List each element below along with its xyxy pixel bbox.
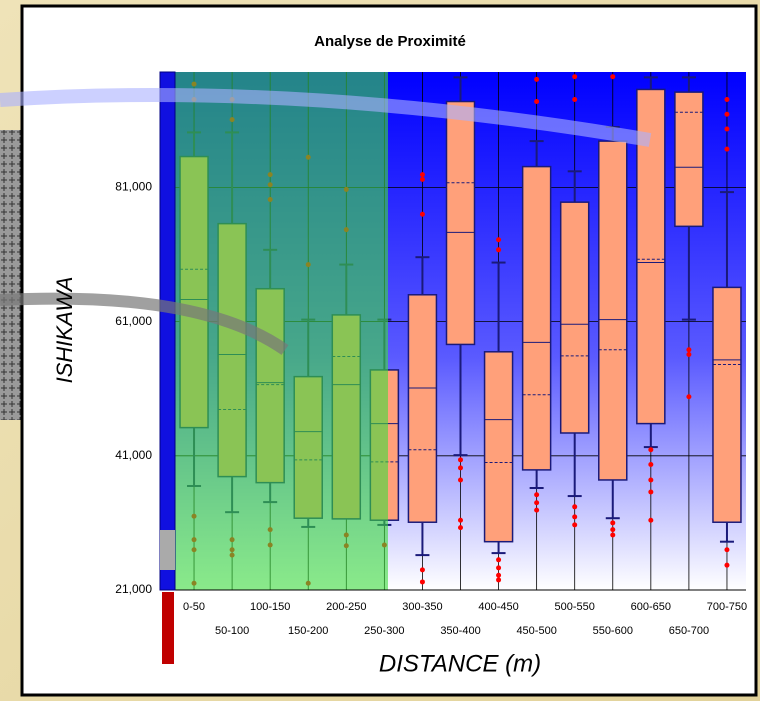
outlier xyxy=(572,74,577,79)
outlier xyxy=(572,504,577,509)
outlier xyxy=(458,477,463,482)
box xyxy=(599,141,627,480)
outlier xyxy=(648,462,653,467)
outlier xyxy=(610,520,615,525)
outlier xyxy=(686,394,691,399)
outlier xyxy=(534,492,539,497)
box xyxy=(408,295,436,522)
box xyxy=(485,352,513,542)
box xyxy=(675,92,703,226)
outlier xyxy=(572,514,577,519)
outlier xyxy=(420,579,425,584)
x-tick-label: 650-700 xyxy=(669,625,709,637)
outlier xyxy=(534,77,539,82)
outlier xyxy=(496,557,501,562)
y-tick-label: 41,000 xyxy=(115,448,152,462)
outlier xyxy=(724,547,729,552)
outlier xyxy=(648,447,653,452)
x-tick-label: 100-150 xyxy=(250,601,290,613)
outlier xyxy=(686,347,691,352)
x-tick-label: 150-200 xyxy=(288,625,328,637)
outlier xyxy=(496,237,501,242)
outlier xyxy=(724,147,729,152)
outlier xyxy=(724,127,729,132)
outlier xyxy=(610,527,615,532)
outlier xyxy=(534,99,539,104)
x-tick-label: 550-600 xyxy=(593,625,633,637)
x-tick-label: 250-300 xyxy=(364,625,404,637)
x-tick-label: 500-550 xyxy=(555,601,595,613)
outlier xyxy=(496,247,501,252)
outlier xyxy=(458,518,463,523)
outlier xyxy=(496,577,501,582)
outlier xyxy=(648,490,653,495)
x-tick-label: 350-400 xyxy=(440,625,480,637)
outlier xyxy=(724,112,729,117)
y-axis-title: ISHIKAWA xyxy=(52,277,77,384)
x-tick-label: 50-100 xyxy=(215,625,249,637)
outlier xyxy=(534,508,539,513)
highlight-zone xyxy=(175,72,388,590)
box xyxy=(561,202,589,433)
outlier xyxy=(724,563,729,568)
outlier xyxy=(648,477,653,482)
page: {"chart_data": {"type": "box", "title": … xyxy=(0,0,760,701)
outlier xyxy=(686,352,691,357)
box xyxy=(713,287,741,522)
outlier xyxy=(724,97,729,102)
chart-title: Analyse de Proximité xyxy=(314,33,466,50)
outlier xyxy=(458,465,463,470)
outlier xyxy=(610,74,615,79)
x-tick-label: 600-650 xyxy=(631,601,671,613)
outlier xyxy=(458,457,463,462)
scroll-thumb xyxy=(160,530,175,570)
y-tick-label: 81,000 xyxy=(115,180,152,194)
outlier xyxy=(648,518,653,523)
x-axis-title: DISTANCE (m) xyxy=(379,650,541,677)
outlier xyxy=(496,565,501,570)
red-indicator xyxy=(162,592,174,664)
x-tick-label: 450-500 xyxy=(516,625,556,637)
outlier xyxy=(572,522,577,527)
chart: Analyse de Proximité DISTANCE (m) ISHIKA… xyxy=(0,0,760,701)
outlier xyxy=(420,172,425,177)
x-tick-label: 0-50 xyxy=(183,601,205,613)
x-tick-label: 700-750 xyxy=(707,601,747,613)
outlier xyxy=(420,212,425,217)
scroll-bar xyxy=(160,72,175,590)
y-tick-label: 61,000 xyxy=(115,314,152,328)
outlier xyxy=(534,500,539,505)
x-tick-label: 400-450 xyxy=(478,601,518,613)
outlier xyxy=(496,573,501,578)
outlier xyxy=(572,97,577,102)
texture xyxy=(0,130,24,420)
outlier xyxy=(458,525,463,530)
y-tick-label: 21,000 xyxy=(115,582,152,596)
outlier xyxy=(610,532,615,537)
box xyxy=(523,167,551,470)
x-tick-label: 200-250 xyxy=(326,601,366,613)
outlier xyxy=(420,177,425,182)
outlier xyxy=(420,567,425,572)
box xyxy=(447,102,475,345)
x-tick-label: 300-350 xyxy=(402,601,442,613)
